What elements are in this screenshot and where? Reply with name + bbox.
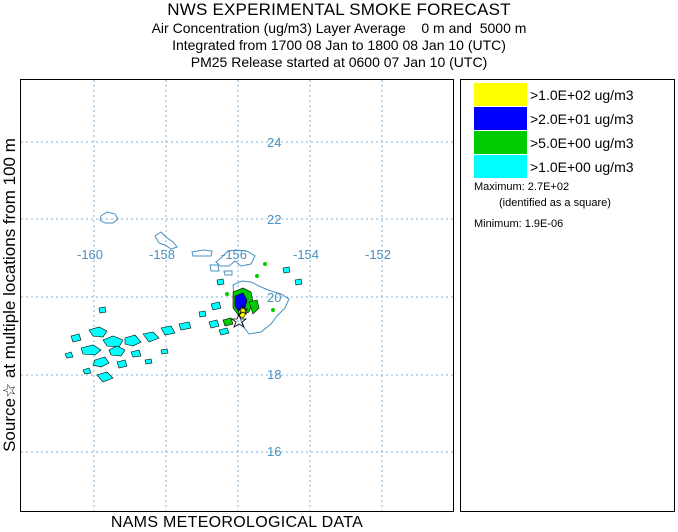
legend-label: >1.0E+00 ug/m3 bbox=[530, 159, 634, 175]
legend-item: >1.0E+00 ug/m3 bbox=[474, 155, 669, 178]
lat-label-24: 24 bbox=[267, 135, 281, 150]
legend-item: >1.0E+02 ug/m3 bbox=[474, 83, 669, 106]
release-info: PM25 Release started at 0600 07 Jan 10 (… bbox=[190, 54, 488, 70]
island-maui bbox=[215, 249, 256, 267]
smoke-map: 24 22 20 18 16 -160 -158 -156 -154 -152 bbox=[21, 80, 453, 511]
lon-label-152: -152 bbox=[365, 247, 391, 262]
legend-panel: >1.0E+02 ug/m3 >2.0E+01 ug/m3 >5.0E+00 u… bbox=[460, 79, 675, 512]
maximum-note: (identified as a square) bbox=[499, 197, 611, 209]
island-lanai bbox=[209, 264, 220, 272]
legend-swatch bbox=[474, 107, 527, 130]
source-markers bbox=[230, 304, 248, 328]
island-oahu bbox=[154, 231, 178, 250]
lon-label-160: -160 bbox=[77, 247, 103, 262]
source-star-icon bbox=[230, 312, 248, 328]
island-kauai bbox=[99, 211, 119, 224]
lon-label-154: -154 bbox=[293, 247, 319, 262]
lat-label-22: 22 bbox=[267, 212, 281, 227]
maximum-value: Maximum: 2.7E+02 bbox=[474, 181, 570, 193]
integration-period: Integrated from 1700 08 Jan to 1800 08 J… bbox=[172, 37, 506, 53]
smoke-plume bbox=[64, 262, 303, 383]
legend-label: >5.0E+00 ug/m3 bbox=[530, 135, 634, 151]
legend-label: >1.0E+02 ug/m3 bbox=[530, 87, 634, 103]
map-panel: 24 22 20 18 16 -160 -158 -156 -154 -152 bbox=[20, 79, 454, 512]
lat-label-16: 16 bbox=[267, 444, 281, 459]
legend-item: >5.0E+00 ug/m3 bbox=[474, 131, 669, 154]
lat-label-20: 20 bbox=[267, 290, 281, 305]
forecast-title: NWS EXPERIMENTAL SMOKE FORECAST bbox=[167, 0, 511, 19]
legend-swatch bbox=[474, 83, 527, 106]
lon-label-158: -158 bbox=[149, 247, 175, 262]
island-molokai bbox=[191, 249, 213, 257]
legend-label: >2.0E+01 ug/m3 bbox=[530, 111, 634, 127]
met-data-label: NAMS METEOROLOGICAL DATA bbox=[110, 514, 364, 531]
island-kahoolawe bbox=[223, 270, 233, 276]
island-outlines bbox=[99, 211, 290, 335]
legend-swatch bbox=[474, 131, 527, 154]
source-location-label: Source☆ at multiple locations from 100 m bbox=[0, 138, 19, 452]
source-star-icon bbox=[238, 304, 248, 315]
legend-swatch bbox=[474, 155, 527, 178]
legend-item: >2.0E+01 ug/m3 bbox=[474, 107, 669, 130]
concentration-subtitle: Air Concentration (ug/m3) Layer Average … bbox=[151, 20, 527, 36]
lat-label-18: 18 bbox=[267, 367, 281, 382]
minimum-value: Minimum: 1.9E-06 bbox=[474, 218, 564, 230]
